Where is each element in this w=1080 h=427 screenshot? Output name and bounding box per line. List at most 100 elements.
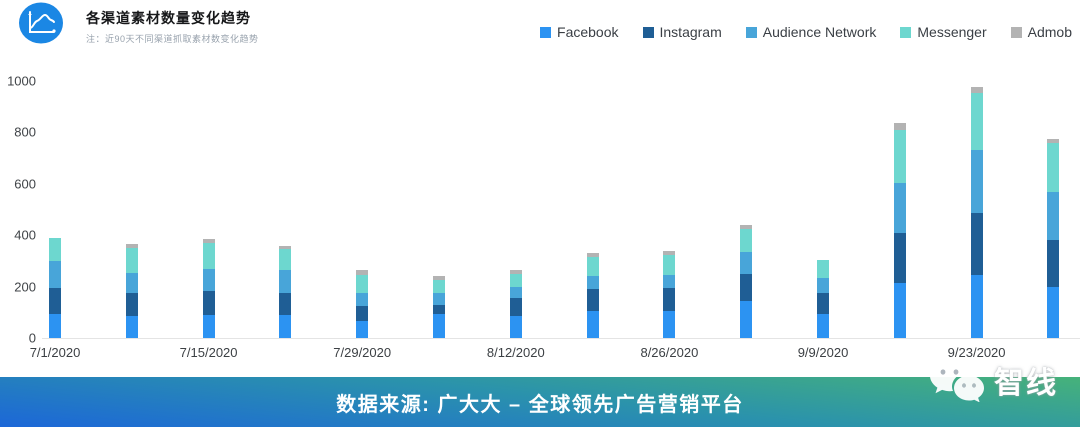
bar-segment-audience-network[interactable] (586, 276, 599, 290)
bar-7/15/2020[interactable] (202, 239, 215, 338)
bar-segment-admob[interactable] (125, 244, 138, 249)
bar-segment-instagram[interactable] (893, 232, 906, 283)
bar-segment-audience-network[interactable] (356, 293, 369, 306)
bar-8/19/2020[interactable] (586, 253, 599, 338)
bar-segment-messenger[interactable] (279, 249, 292, 271)
bar-segment-messenger[interactable] (202, 243, 215, 269)
bar-8/5/2020[interactable] (433, 276, 445, 338)
bar-7/8/2020[interactable] (125, 244, 138, 338)
bar-segment-instagram[interactable] (202, 290, 215, 315)
bar-segment-facebook[interactable] (433, 313, 445, 338)
bar-segment-audience-network[interactable] (509, 286, 522, 299)
bar-segment-admob[interactable] (893, 123, 906, 130)
bar-9/30/2020[interactable] (1047, 138, 1060, 338)
page-subtitle: 注：近90天不同渠道抓取素材数变化趋势 (86, 34, 259, 44)
bar-segment-admob[interactable] (509, 269, 522, 274)
bar-segment-facebook[interactable] (740, 300, 753, 338)
bar-segment-facebook[interactable] (125, 316, 138, 338)
bar-segment-facebook[interactable] (202, 314, 215, 338)
bar-segment-audience-network[interactable] (49, 260, 61, 288)
bar-segment-messenger[interactable] (586, 257, 599, 277)
bar-segment-instagram[interactable] (817, 293, 829, 314)
legend-label: Instagram (659, 24, 722, 40)
bar-9/9/2020[interactable] (817, 259, 829, 338)
bar-segment-messenger[interactable] (433, 280, 445, 294)
bar-7/22/2020[interactable] (279, 245, 292, 338)
watermark-text: 智线 (994, 367, 1058, 400)
bar-segment-messenger[interactable] (125, 248, 138, 273)
bar-segment-audience-network[interactable] (817, 277, 829, 294)
bar-segment-audience-network[interactable] (279, 270, 292, 294)
bar-segment-messenger[interactable] (893, 129, 906, 183)
bar-segment-instagram[interactable] (970, 213, 983, 275)
bar-segment-instagram[interactable] (663, 287, 676, 311)
x-axis-tick-9/9/2020: 9/9/2020 (797, 345, 849, 360)
bar-segment-admob[interactable] (433, 276, 445, 281)
legend-swatch (540, 26, 552, 38)
bar-segment-messenger[interactable] (740, 228, 753, 252)
bar-segment-messenger[interactable] (356, 275, 369, 294)
legend-item-messenger[interactable]: Messenger (900, 24, 987, 40)
bar-9/23/2020[interactable] (970, 87, 983, 338)
legend-item-instagram[interactable]: Instagram (642, 24, 722, 40)
bar-segment-messenger[interactable] (970, 92, 983, 151)
x-axis-tick-7/1/2020: 7/1/2020 (29, 345, 81, 360)
bar-segment-instagram[interactable] (740, 273, 753, 301)
bar-8/12/2020[interactable] (509, 269, 522, 338)
bar-segment-instagram[interactable] (356, 305, 369, 322)
bar-segment-audience-network[interactable] (893, 182, 906, 233)
bar-segment-messenger[interactable] (509, 273, 522, 287)
bar-segment-facebook[interactable] (356, 321, 369, 338)
bar-segment-admob[interactable] (202, 239, 215, 244)
bar-9/2/2020[interactable] (740, 224, 753, 338)
bar-segment-audience-network[interactable] (970, 150, 983, 214)
bar-segment-facebook[interactable] (817, 313, 829, 338)
bar-segment-audience-network[interactable] (663, 275, 676, 288)
bar-segment-facebook[interactable] (49, 313, 61, 338)
bar-segment-instagram[interactable] (433, 304, 445, 314)
bar-segment-facebook[interactable] (893, 282, 906, 338)
bar-segment-instagram[interactable] (279, 293, 292, 315)
bar-segment-messenger[interactable] (1047, 142, 1060, 192)
y-axis-tick-1000: 1000 (7, 73, 36, 89)
legend-label: Facebook (557, 24, 619, 40)
bar-segment-messenger[interactable] (817, 259, 829, 278)
bar-segment-admob[interactable] (586, 253, 599, 258)
bar-segment-instagram[interactable] (509, 298, 522, 317)
bar-segment-audience-network[interactable] (125, 272, 138, 294)
bar-segment-admob[interactable] (1047, 138, 1060, 143)
bar-segment-facebook[interactable] (663, 311, 676, 338)
bar-segment-audience-network[interactable] (433, 293, 445, 305)
bar-segment-audience-network[interactable] (740, 251, 753, 274)
bar-segment-instagram[interactable] (125, 293, 138, 317)
bar-segment-audience-network[interactable] (1047, 191, 1060, 241)
bar-segment-facebook[interactable] (586, 311, 599, 338)
bar-segment-facebook[interactable] (1047, 286, 1060, 338)
bar-segment-admob[interactable] (279, 245, 292, 250)
bar-8/26/2020[interactable] (663, 250, 676, 338)
bar-segment-admob[interactable] (663, 250, 676, 255)
bar-7/29/2020[interactable] (356, 270, 369, 338)
bar-segment-instagram[interactable] (586, 289, 599, 311)
bar-segment-admob[interactable] (356, 270, 369, 276)
bar-segment-facebook[interactable] (509, 316, 522, 338)
bar-segment-audience-network[interactable] (202, 268, 215, 291)
bar-segment-admob[interactable] (740, 224, 753, 229)
legend-swatch (1010, 26, 1022, 38)
bar-7/1/2020[interactable] (49, 237, 61, 338)
legend-item-facebook[interactable]: Facebook (540, 24, 619, 40)
bar-segment-instagram[interactable] (49, 287, 61, 314)
x-axis-tick-8/12/2020: 8/12/2020 (486, 345, 545, 360)
bar-segment-instagram[interactable] (1047, 240, 1060, 287)
legend-swatch (900, 26, 912, 38)
bar-segment-messenger[interactable] (49, 237, 61, 261)
bar-9/16/2020[interactable] (893, 123, 906, 338)
bar-segment-messenger[interactable] (663, 254, 676, 276)
legend: Facebook Instagram Audience Network Messeng… (540, 24, 1072, 40)
y-axis-tick-200: 200 (14, 279, 36, 295)
bar-segment-facebook[interactable] (970, 275, 983, 338)
bar-segment-facebook[interactable] (279, 314, 292, 338)
legend-item-admob[interactable]: Admob (1010, 24, 1072, 40)
legend-item-audience-network[interactable]: Audience Network (745, 24, 876, 40)
bar-segment-admob[interactable] (970, 87, 983, 93)
